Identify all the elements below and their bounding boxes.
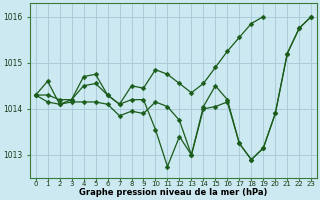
X-axis label: Graphe pression niveau de la mer (hPa): Graphe pression niveau de la mer (hPa)	[79, 188, 268, 197]
